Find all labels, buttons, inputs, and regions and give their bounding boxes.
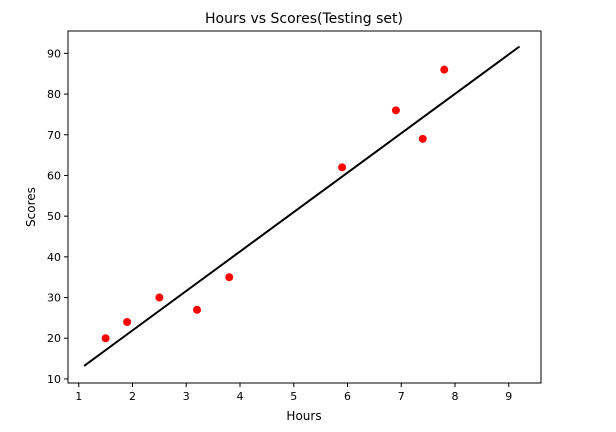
scatter-point	[155, 293, 164, 302]
y-tick-label: 90	[47, 47, 61, 60]
scatter-point	[193, 305, 201, 314]
x-tick-label: 7	[398, 390, 405, 403]
data-series	[83, 45, 521, 367]
x-axis-ticks: 1 2 3 4 5 6 7 8 9	[75, 383, 512, 403]
chart-title: Hours vs Scores(Testing set)	[205, 11, 403, 27]
y-tick-label: 30	[47, 292, 61, 305]
y-tick-label: 50	[47, 210, 61, 223]
scatter-point	[391, 106, 400, 115]
x-tick-label: 4	[237, 390, 244, 403]
scatter-point	[418, 134, 427, 143]
x-tick-label: 3	[183, 390, 190, 403]
scatter-point	[123, 317, 132, 326]
scatter-point	[225, 273, 234, 282]
plot-area-frame	[67, 30, 542, 384]
regression-line	[83, 45, 521, 367]
x-tick-label: 6	[344, 390, 351, 403]
scatter-point	[440, 65, 449, 74]
y-tick-label: 80	[47, 88, 61, 101]
y-axis-label: Scores	[24, 187, 38, 227]
y-tick-label: 10	[47, 373, 61, 386]
y-tick-label: 20	[47, 332, 61, 345]
y-tick-label: 70	[47, 129, 61, 142]
x-tick-label: 9	[505, 390, 512, 403]
x-tick-label: 5	[290, 390, 297, 403]
x-axis-label: Hours	[286, 409, 321, 423]
scatter-point	[338, 163, 347, 172]
y-tick-label: 60	[47, 169, 61, 182]
x-tick-label: 2	[129, 390, 136, 403]
y-tick-label: 40	[47, 251, 61, 264]
scatter-point	[101, 334, 110, 343]
x-tick-label: 8	[452, 390, 459, 403]
y-axis-ticks: 10 20 30 40 50 60 70 80 90	[47, 47, 68, 386]
x-tick-label: 1	[75, 390, 82, 403]
